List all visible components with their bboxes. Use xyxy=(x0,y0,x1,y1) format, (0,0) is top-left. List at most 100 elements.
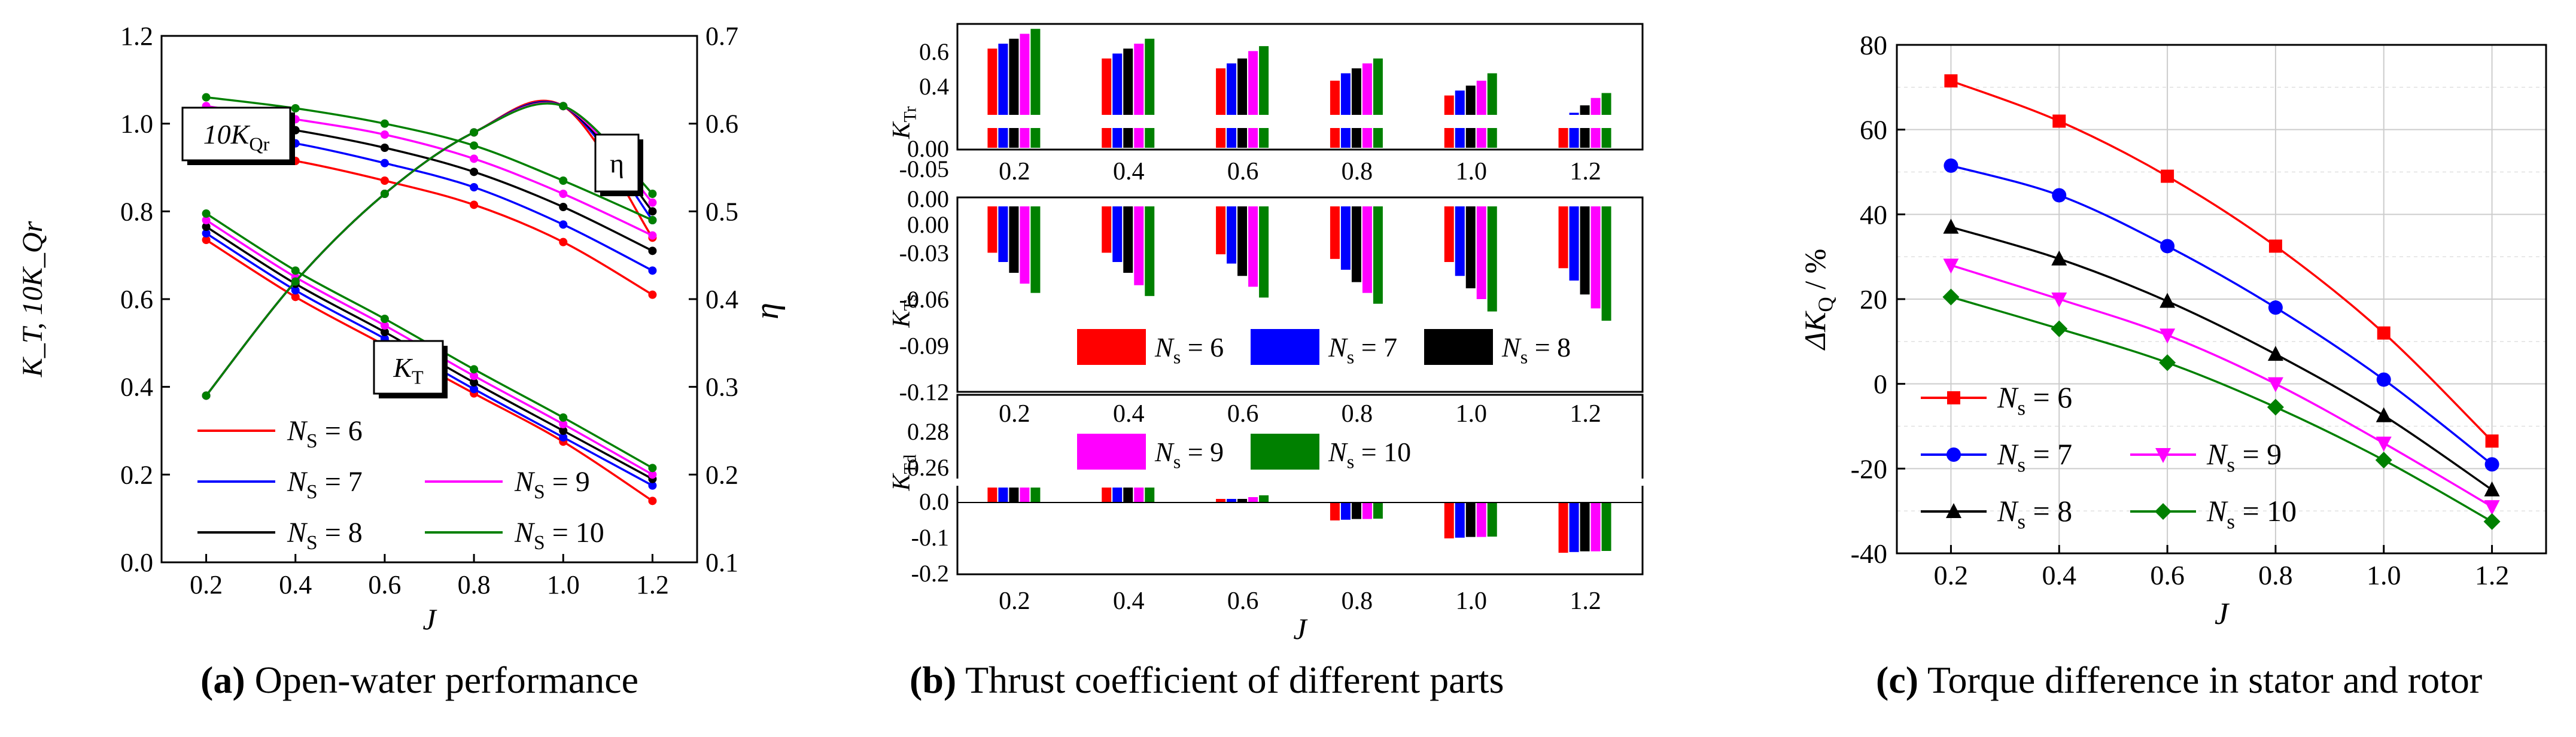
panel-b-bar-2-5-0 xyxy=(1558,502,1568,553)
panel-c-xtick-label: 0.2 xyxy=(1934,560,1969,590)
panel-c-point-4-1 xyxy=(2051,320,2068,337)
panel-b-bar-2-4-2 xyxy=(1465,502,1476,537)
panel-b-bar-1-2-4 xyxy=(1259,206,1269,298)
panel-b-legend-swatch-1 xyxy=(1251,329,1319,365)
panel-c-point-3-3 xyxy=(2267,377,2283,392)
panel-c-point-2-5 xyxy=(2484,481,2500,497)
panel-c-legend-marker-0 xyxy=(1947,391,1960,404)
panel-c-xlabel: J xyxy=(2215,597,2230,631)
panel-b-bar-1-2-0 xyxy=(1216,206,1226,255)
panel-a-point xyxy=(559,413,568,422)
panel-b-frame-2 xyxy=(956,196,1644,393)
panel-a-point xyxy=(559,190,568,198)
panel-b-bar-1-1-1 xyxy=(1112,206,1123,262)
panel-b-legend-label-4: Ns = 10 xyxy=(1328,437,1411,473)
panel-b-xtick-3: 1.2 xyxy=(1570,587,1601,615)
panel-b-bar-2-4-3 xyxy=(1476,502,1486,537)
panel-b-break-3 xyxy=(945,479,1655,486)
panel-a-xtick-label: 0.2 xyxy=(190,570,223,599)
panel-b-bar-2-4-4 xyxy=(1487,502,1497,537)
panel-a-ytick-label: 0.8 xyxy=(120,197,153,226)
panel-c-point-1-3 xyxy=(2268,300,2283,315)
panel-b-bar-1-1-2 xyxy=(1123,206,1133,273)
panel-b-xtick-2: 0.8 xyxy=(1342,400,1373,428)
panel-b-bar-0-4-4 xyxy=(1487,73,1497,148)
panel-b-ytick-1b: 0.4 xyxy=(919,73,949,100)
panel-a-point xyxy=(380,315,389,323)
panel-a-xtick-label: 1.0 xyxy=(547,570,580,599)
panel-a-ytick-right-label: 0.2 xyxy=(705,460,738,489)
caption-c-text: Torque difference in stator and rotor xyxy=(1918,659,2483,701)
panel-b-bar-1-1-3 xyxy=(1134,206,1144,285)
panel-a-point xyxy=(648,207,657,216)
panel-a-point xyxy=(202,216,211,224)
panel-a-xtick-label: 0.6 xyxy=(368,570,401,599)
panel-b-bar-2-3-4 xyxy=(1373,502,1383,519)
panel-b-xtick-3: 0.4 xyxy=(1113,587,1145,615)
panel-b-xtick-1: 0.6 xyxy=(1227,158,1259,185)
caption-c-label: (c) xyxy=(1876,659,1919,701)
panel-a-ylabel-left: K_T, 10K_Qr xyxy=(17,221,48,377)
panel-b-bar-0-2-0 xyxy=(1216,68,1226,148)
panel-c-point-1-2 xyxy=(2160,239,2175,254)
panel-b-bar-2-2-0 xyxy=(1216,499,1226,502)
panel-b-bar-0-2-1 xyxy=(1227,63,1237,148)
panel-b-bar-2-1-0 xyxy=(1102,488,1112,502)
panel-b-bar-1-1-4 xyxy=(1145,206,1155,296)
panel-b-ytick-2: 0.00 xyxy=(907,211,949,238)
panel-a-ytick-right-label: 0.6 xyxy=(705,109,738,139)
panel-b-bar-1-5-3 xyxy=(1590,206,1601,309)
panel-c-point-4-2 xyxy=(2159,354,2176,371)
panel-b-bar-0-1-4 xyxy=(1145,38,1155,148)
panel-a-anno-kq-text: 10KQr xyxy=(203,119,270,155)
panel-b-bar-1-0-3 xyxy=(1020,206,1030,284)
panel-a-ytick-label: 0.4 xyxy=(120,373,153,402)
panel-c-legend-label-2: Ns = 8 xyxy=(1997,494,2072,534)
panel-c-point-0-4 xyxy=(2377,326,2391,340)
panel-a-point xyxy=(648,266,657,275)
panel-a-point xyxy=(470,378,479,387)
panel-c-line-3 xyxy=(1950,264,2493,508)
panel-a-point xyxy=(291,293,300,302)
panel-c-point-4-3 xyxy=(2267,398,2284,416)
panel-a-legend-label-0: NS = 6 xyxy=(287,415,363,452)
panel-b-bar-2-1-4 xyxy=(1145,488,1155,502)
panel-b-break-1 xyxy=(945,115,1655,128)
panel-a-point xyxy=(648,231,657,240)
panel-a-point xyxy=(380,328,389,336)
panel-b-legend-swatch-0 xyxy=(1077,329,1146,365)
panel-b-bar-2-5-3 xyxy=(1590,502,1601,552)
panel-a-point xyxy=(559,427,568,435)
panel-b-legend-label-2: Ns = 8 xyxy=(1501,332,1571,368)
panel-b-xtick-3: 0.6 xyxy=(1227,587,1259,615)
panel-a-point xyxy=(559,176,568,185)
panel-c-point-0-3 xyxy=(2268,239,2282,253)
panel-b-xtick-3: 1.0 xyxy=(1456,587,1488,615)
panel-b-bar-1-0-4 xyxy=(1030,206,1041,293)
panel-c-point-0-5 xyxy=(2485,434,2499,448)
panel-a-point xyxy=(291,286,300,295)
panel-c-legend-marker-1 xyxy=(1947,447,1961,462)
panel-b-bar-0-3-2 xyxy=(1351,68,1361,148)
panel-b-ytick-3e: -0.2 xyxy=(911,560,949,587)
panel-c-point-1-0 xyxy=(1944,158,1958,173)
panel-c-point-1-5 xyxy=(2484,457,2499,472)
panel-a-point xyxy=(470,128,479,137)
panel-c-ytick-label: 60 xyxy=(1860,115,1887,145)
panel-b-bar-0-4-3 xyxy=(1476,80,1486,148)
panel-b-xtick-1: 1.0 xyxy=(1456,158,1488,185)
panel-b-ytick-1a: 0.6 xyxy=(919,38,949,65)
panel-a-point xyxy=(202,93,211,102)
panel-a-point xyxy=(559,420,568,428)
panel-c-point-2-1 xyxy=(2051,250,2067,266)
panel-b-bar-2-5-2 xyxy=(1580,502,1590,552)
panel-c-xtick-label: 0.6 xyxy=(2150,560,2185,590)
panel-a-point xyxy=(202,229,211,237)
panel-b-ylabel-1: KTr xyxy=(888,106,920,139)
panel-c-xtick-label: 0.4 xyxy=(2042,560,2077,590)
panel-c-point-3-0 xyxy=(1943,258,1959,274)
panel-c-line-2 xyxy=(1950,226,2493,491)
panel-a-point xyxy=(470,200,479,209)
panel-b-bar-0-1-2 xyxy=(1123,48,1133,148)
panel-c-ytick-label: 80 xyxy=(1860,30,1887,60)
